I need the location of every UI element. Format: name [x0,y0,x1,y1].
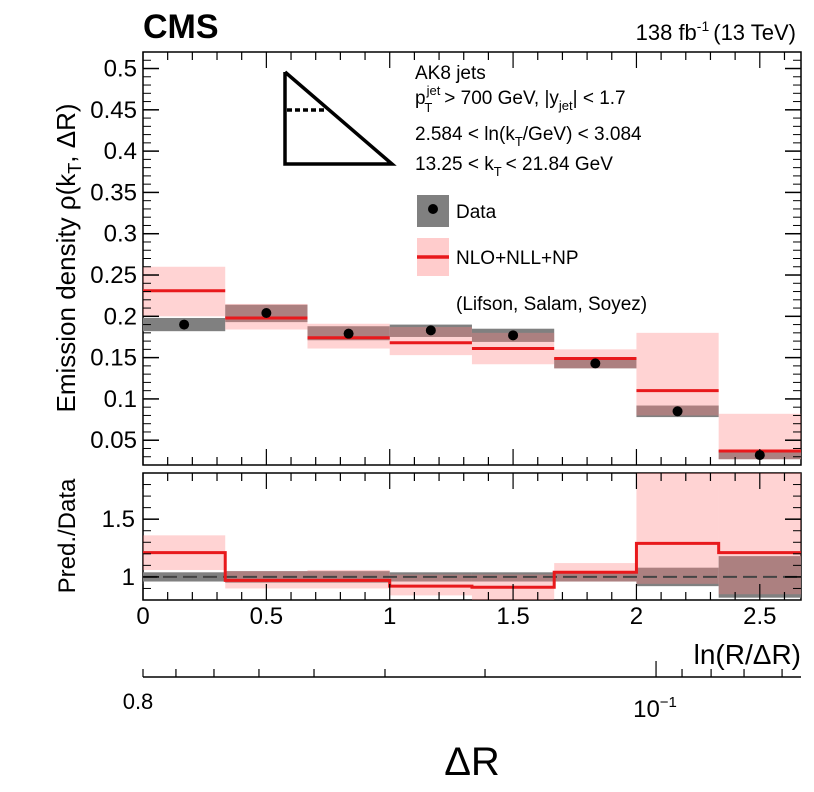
lumi-exponent: -1 [697,18,710,34]
prediction-band-bin-6 [636,332,719,416]
ratio-data-band-bin-6 [636,567,719,587]
secondary-ticks [142,661,783,677]
main-y-tick-label-2: 0.15 [90,345,137,372]
ratio-frame [142,472,802,601]
lund-triangle-icon [283,70,397,166]
ratio-x-axis: 0 0.5 1 1.5 2 2.5 [136,473,786,630]
data-point-bin-3 [425,325,436,336]
main-y-tick-label-0: 0.05 [90,427,137,454]
ratio-pred-band-bin-7 [718,473,801,595]
annotation-kt-range: 13.25 < kT < 21.84 GeV [415,154,613,179]
luminosity-label: 138 fb-1 (13 TeV) [636,18,796,45]
main-y-axis-label: Emission density ρ(kT, ΔR) [51,104,85,413]
data-point-bin-6 [672,406,683,417]
ratio-y-axis-label: Pred./Data [54,478,81,593]
legend-pred-label: NLO+NLL+NP [456,248,579,269]
main-y-tick-label-4: 0.25 [90,262,137,289]
annotation-pt-cut: pjet T > 700 GeV, |yjet| < 1.7 [415,83,626,115]
main-y-tick-label-1: 0.1 [104,386,137,413]
lumi-value: 138 fb [636,20,697,45]
ratio-panel: 11.5 0 0.5 1 1.5 2 2.5 Pred./Data ln(R/ΔR) [54,472,802,670]
ratio-prediction-step-line [143,541,801,589]
ratio-lines [143,541,801,589]
main-y-tick-label-7: 0.4 [104,138,137,165]
ratio-pred-band-bin-6 [636,473,719,584]
main-y-tick-label-6: 0.35 [90,179,137,206]
ratio-x-tick-label-4: 2 [630,603,643,630]
main-markers [179,308,765,461]
ratio-x-tick-label-5: 2.5 [743,603,776,630]
legend-data-label: Data [456,202,497,223]
ratio-x-tick-label-2: 1 [383,603,396,630]
ratio-y-tick-label-1: 1.5 [102,506,135,533]
ratio-y-axis: 11.5 [102,484,801,591]
annotation-jets: AK8 jets [415,63,486,84]
legend-citation: (Lifson, Salam, Soyez) [456,294,647,315]
main-y-tick-label-9: 0.5 [104,56,137,83]
data-point-bin-5 [590,358,601,369]
main-y-axis: 0.05 0.1 0.15 0.2 0.25 0.3 0.35 0.4 0.45 0.5 [90,56,801,458]
data-point-bin-1 [261,308,272,319]
main-y-tick-label-3: 0.2 [104,303,137,330]
ratio-x-tick-label-3: 1.5 [496,603,529,630]
secondary-tick-0.1: 10−1 [633,694,677,723]
data-point-bin-0 [179,319,190,330]
data-point-bin-4 [508,330,519,341]
secondary-axis: 0.8 10−1 ΔR [123,661,801,784]
energy-value: (13 TeV) [713,20,796,45]
main-panel: 0.05 0.1 0.15 0.2 0.25 0.3 0.35 0.4 0.45 0.5 Emis… [51,51,802,466]
ratio-x-tick-label-1: 0.5 [250,603,283,630]
ratio-x-tick-label-0: 0 [136,603,149,630]
secondary-axis-label: ΔR [444,740,500,784]
secondary-tick-0.8: 0.8 [123,689,154,714]
main-y-tick-label-5: 0.3 [104,221,137,248]
main-y-tick-label-8: 0.45 [90,97,137,124]
legend-data-marker [428,204,438,214]
main-x-ticks [142,52,786,465]
ratio-y-tick-label-0: 1 [122,564,135,591]
data-point-bin-2 [343,328,354,339]
legend: Data NLO+NLL+NP (Lifson, Salam, Soyez) [417,195,647,315]
experiment-label: CMS [143,8,219,46]
ratio-x-axis-label: ln(R/ΔR) [694,639,801,670]
annotation-lnkt-range: 2.584 < ln(kT/GeV) < 3.084 [415,124,642,149]
